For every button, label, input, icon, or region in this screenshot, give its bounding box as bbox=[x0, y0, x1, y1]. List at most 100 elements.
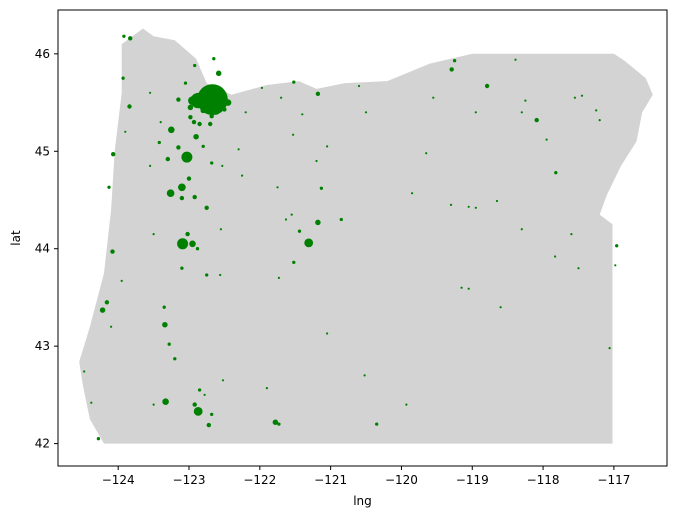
scatter-point bbox=[514, 58, 517, 61]
scatter-point bbox=[301, 113, 304, 116]
scatter-point bbox=[452, 59, 457, 63]
scatter-point bbox=[326, 145, 329, 148]
x-tick-label: −119 bbox=[456, 473, 489, 487]
scatter-point bbox=[159, 121, 162, 124]
scatter-point bbox=[280, 96, 283, 99]
scatter-point bbox=[265, 387, 268, 390]
scatter-point bbox=[577, 267, 580, 270]
scatter-point bbox=[520, 111, 523, 114]
scatter-point bbox=[206, 422, 211, 428]
scatter-point bbox=[212, 57, 216, 61]
scatter-point bbox=[128, 36, 133, 41]
scatter-point bbox=[241, 174, 244, 177]
scatter-point bbox=[375, 422, 379, 426]
scatter-point bbox=[210, 161, 214, 165]
scatter-point bbox=[580, 94, 584, 97]
scatter-point bbox=[615, 244, 619, 248]
scatter-point bbox=[554, 171, 558, 175]
scatter-point bbox=[219, 273, 222, 277]
scatter-point bbox=[357, 84, 361, 88]
x-axis-ticks: −124 −123 −122 −121 −120 −119 −118 −117 bbox=[102, 466, 630, 487]
scatter-point bbox=[96, 437, 101, 441]
scatter-point bbox=[111, 152, 116, 157]
scatter-point bbox=[411, 192, 414, 195]
scatter-point bbox=[162, 398, 169, 406]
scatter-point bbox=[292, 80, 296, 84]
scatter-point bbox=[166, 189, 175, 198]
scatter-points bbox=[83, 34, 619, 441]
scatter-point bbox=[83, 370, 86, 373]
scatter-point bbox=[545, 138, 548, 141]
scatter-point bbox=[205, 273, 209, 277]
scatter-point bbox=[425, 152, 428, 155]
scatter-point bbox=[304, 238, 314, 248]
x-tick-label: −123 bbox=[173, 473, 206, 487]
scatter-point bbox=[474, 111, 477, 114]
scatter-point bbox=[315, 91, 321, 97]
scatter-point bbox=[292, 260, 296, 265]
y-tick-label: 43 bbox=[35, 339, 50, 353]
scatter-point bbox=[90, 401, 93, 404]
scatter-point bbox=[221, 379, 225, 382]
scatter-point bbox=[107, 185, 111, 189]
y-axis-ticks: 42 43 44 45 46 bbox=[35, 47, 58, 451]
scatter-point bbox=[179, 195, 185, 201]
scatter-point bbox=[326, 332, 329, 335]
scatter-point bbox=[192, 402, 197, 407]
scatter-point bbox=[467, 205, 470, 208]
scatter-point bbox=[315, 219, 321, 226]
scatter-point bbox=[99, 307, 106, 313]
scatter-point bbox=[187, 104, 194, 111]
scatter-point bbox=[573, 96, 577, 99]
scatter-point bbox=[405, 403, 408, 406]
scatter-point bbox=[127, 104, 132, 109]
scatter-point bbox=[104, 300, 110, 305]
scatter-point bbox=[176, 97, 181, 102]
scatter-point bbox=[181, 151, 193, 163]
x-tick-label: −117 bbox=[597, 473, 630, 487]
scatter-point bbox=[193, 133, 199, 140]
scatter-point bbox=[110, 249, 115, 254]
x-tick-label: −118 bbox=[527, 473, 560, 487]
scatter-point bbox=[272, 419, 279, 425]
scatter-point bbox=[180, 266, 184, 270]
scatter-point bbox=[524, 99, 527, 102]
scatter-point bbox=[215, 70, 222, 77]
scatter-point bbox=[432, 96, 435, 99]
scatter-point bbox=[176, 145, 181, 150]
scatter-point bbox=[121, 76, 125, 80]
scatter-point bbox=[210, 412, 214, 417]
scatter-point bbox=[193, 63, 197, 68]
scatter-point bbox=[178, 183, 186, 192]
scatter-point bbox=[110, 325, 113, 328]
scatter-point bbox=[614, 264, 617, 267]
scatter-point bbox=[219, 228, 222, 231]
scatter-point bbox=[204, 205, 209, 210]
scatter-point bbox=[467, 287, 470, 290]
scatter-point bbox=[122, 34, 126, 38]
scatter-point bbox=[208, 121, 213, 127]
scatter-point bbox=[276, 186, 279, 189]
scatter-point bbox=[197, 388, 202, 392]
scatter-point bbox=[186, 176, 192, 181]
scatter-point bbox=[162, 305, 166, 309]
scatter-point bbox=[460, 286, 463, 289]
scatter-point bbox=[162, 321, 168, 328]
scatter-point bbox=[244, 111, 247, 114]
scatter-point bbox=[152, 233, 155, 236]
y-axis-label: lat bbox=[9, 230, 23, 246]
scatter-point bbox=[284, 218, 288, 221]
scatter-point bbox=[120, 279, 123, 282]
plot-frame bbox=[57, 9, 668, 467]
scatter-point bbox=[197, 121, 202, 127]
scatter-point bbox=[449, 67, 454, 72]
scatter-point bbox=[237, 148, 240, 151]
x-tick-label: −121 bbox=[314, 473, 347, 487]
y-tick-label: 46 bbox=[35, 47, 50, 61]
x-axis-label: lng bbox=[353, 494, 372, 508]
scatter-point bbox=[595, 109, 598, 112]
scatter-point bbox=[177, 238, 189, 250]
scatter-point bbox=[183, 81, 188, 85]
scatter-point bbox=[570, 233, 573, 236]
